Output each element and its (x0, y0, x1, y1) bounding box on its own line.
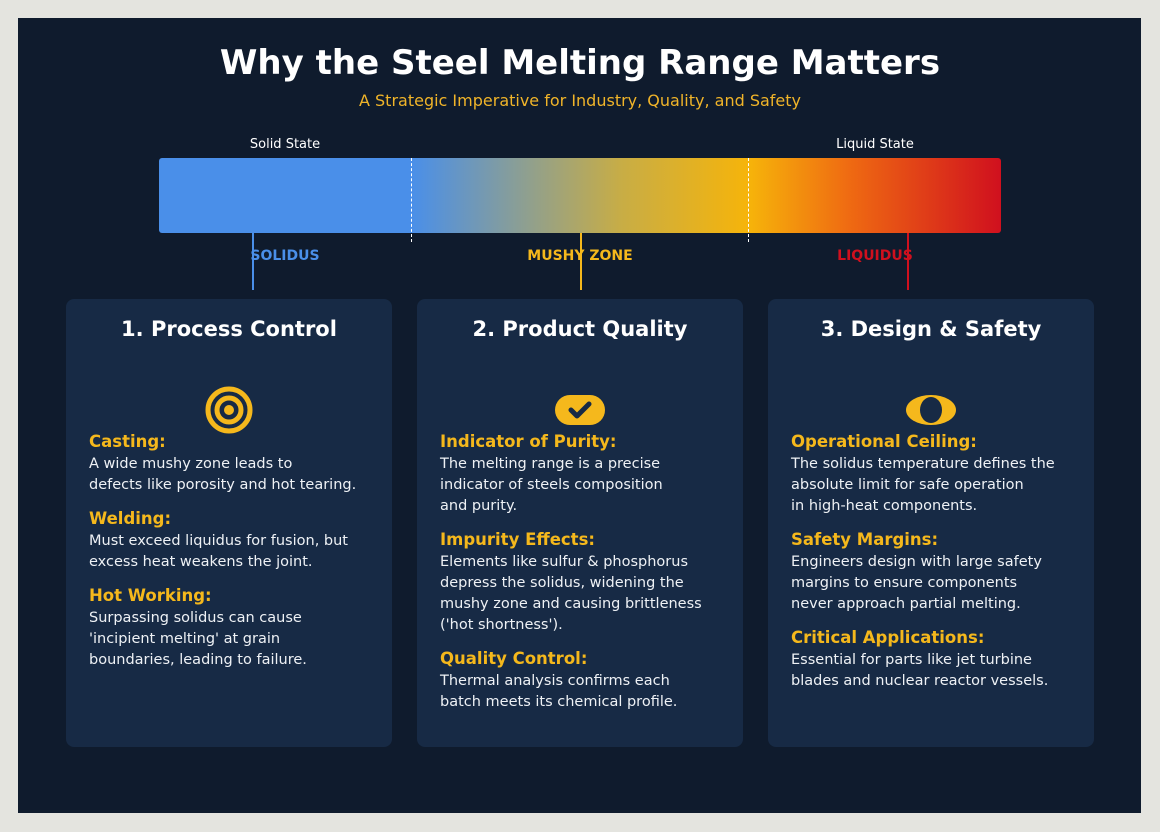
section-text: absolute limit for safe operation (791, 477, 1024, 493)
card-icon (550, 385, 610, 435)
card-body: Indicator of Purity: The melting range is… (440, 430, 740, 724)
marker-label: MUSHY ZONE (527, 248, 633, 264)
marker-label: SOLIDUS (250, 248, 320, 264)
section-heading: Operational Ceiling: (791, 432, 977, 451)
section-text: excess heat weakens the joint. (89, 554, 313, 570)
section-text: ('hot shortness'). (440, 617, 563, 633)
section-text: depress the solidus, widening the (440, 575, 684, 591)
title: Why the Steel Melting Range Matters (219, 43, 941, 83)
section-text: in high-heat components. (791, 498, 978, 514)
section-text: Thermal analysis confirms each (440, 673, 670, 689)
card-title: 3. Design & Safety (820, 317, 1042, 341)
section-text: Essential for parts like jet turbine (791, 652, 1032, 668)
section-text: margins to ensure components (791, 575, 1018, 591)
section-text: Engineers design with large safety (791, 554, 1042, 570)
section: Operational Ceiling: The solidus temperat… (791, 430, 1091, 517)
section-heading: Impurity Effects: (440, 530, 595, 549)
section-heading: Welding: (89, 509, 172, 528)
section-text: indicator of steels composition (440, 477, 663, 493)
divider (411, 158, 412, 242)
section: Casting: A wide mushy zone leads to defect… (89, 430, 389, 496)
section: Safety Margins: Engineers design with lar… (791, 528, 1091, 615)
section-text: mushy zone and causing brittleness (440, 596, 702, 612)
divider (748, 158, 749, 242)
section: Hot Working: Surpassing solidus can cause… (89, 584, 389, 671)
section-text: A wide mushy zone leads to (89, 456, 293, 472)
state-label: Liquid State (836, 137, 914, 152)
state-label: Solid State (249, 137, 321, 152)
section: Critical Applications: Essential for part… (791, 626, 1091, 692)
card (417, 299, 743, 747)
temperature-bar (159, 158, 1001, 233)
card-icon (901, 385, 961, 435)
section: Quality Control: Thermal analysis confirm… (440, 647, 740, 713)
section: Indicator of Purity: The melting range is… (440, 430, 740, 517)
marker-line (907, 233, 909, 290)
marker-line (252, 233, 254, 290)
card-icon (199, 385, 259, 435)
section-text: boundaries, leading to failure. (89, 652, 307, 668)
section-text: never approach partial melting. (791, 596, 1021, 612)
section-text: The solidus temperature defines the (791, 456, 1055, 472)
section-heading: Safety Margins: (791, 530, 939, 549)
marker-label: LIQUIDUS (837, 248, 913, 264)
section-text: defects like porosity and hot tearing. (89, 477, 357, 493)
card-body: Operational Ceiling: The solidus temperat… (791, 430, 1091, 703)
section-text: Must exceed liquidus for fusion, but (89, 533, 348, 549)
section: Impurity Effects: Elements like sulfur & … (440, 528, 740, 636)
marker-line (580, 233, 582, 290)
section-heading: Quality Control: (440, 649, 588, 668)
section-heading: Critical Applications: (791, 628, 985, 647)
card (768, 299, 1094, 747)
section-text: and purity. (440, 498, 518, 514)
section-text: 'incipient melting' at grain (89, 631, 281, 647)
card-body: Casting: A wide mushy zone leads to defect… (89, 430, 389, 682)
section-heading: Casting: (89, 432, 166, 451)
section-text: The melting range is a precise (440, 456, 661, 472)
section-text: Surpassing solidus can cause (89, 610, 302, 626)
section: Welding: Must exceed liquidus for fusion,… (89, 507, 389, 573)
section-text: blades and nuclear reactor vessels. (791, 673, 1049, 689)
section-text: Elements like sulfur & phosphorus (440, 554, 689, 570)
section-text: batch meets its chemical profile. (440, 694, 678, 710)
card-title: 1. Process Control (121, 317, 337, 341)
subtitle: A Strategic Imperative for Industry, Qua… (358, 91, 802, 110)
card-title: 2. Product Quality (472, 317, 688, 341)
section-heading: Indicator of Purity: (440, 432, 617, 451)
card (66, 299, 392, 747)
section-heading: Hot Working: (89, 586, 212, 605)
